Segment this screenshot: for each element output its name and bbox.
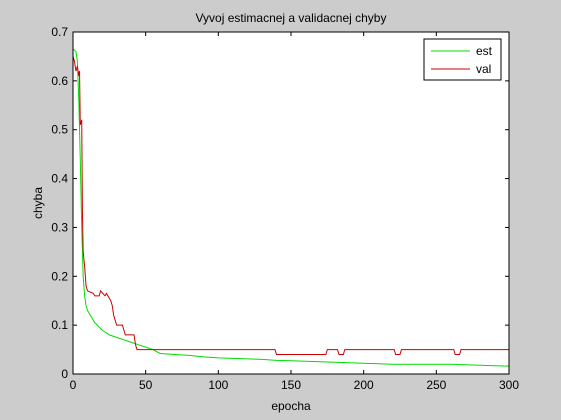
x-tick-label: 50 bbox=[139, 378, 153, 392]
y-tick-label: 0.7 bbox=[51, 25, 68, 39]
ticks-layer: 0 50 100 150 200 250 300 0 0.1 0.2 0.3 0.4 0.5 0.6 0.7 bbox=[51, 25, 519, 392]
x-tick-label: 300 bbox=[499, 378, 519, 392]
y-tick-label: 0.4 bbox=[51, 172, 68, 186]
x-tick-label: 150 bbox=[281, 378, 301, 392]
x-tick-label: 250 bbox=[426, 378, 446, 392]
legend-label-val: val bbox=[476, 62, 491, 76]
y-tick-label: 0.3 bbox=[51, 220, 68, 234]
y-tick-label: 0.6 bbox=[51, 74, 68, 88]
x-tick-label: 0 bbox=[70, 378, 77, 392]
y-tick-label: 0.1 bbox=[51, 318, 68, 332]
legend: est val bbox=[423, 38, 502, 81]
y-tick-label: 0.5 bbox=[51, 123, 68, 137]
series-line-est bbox=[72, 48, 510, 367]
legend-label-est: est bbox=[476, 44, 493, 58]
y-axis-label: chyba bbox=[31, 187, 45, 219]
x-axis-label: epocha bbox=[271, 399, 311, 413]
y-tick-label: 0 bbox=[61, 367, 68, 381]
plot-area bbox=[73, 32, 509, 374]
x-tick-label: 200 bbox=[354, 378, 374, 392]
legend-box bbox=[423, 38, 502, 81]
series-line-val bbox=[72, 56, 509, 355]
y-tick-label: 0.2 bbox=[51, 269, 68, 283]
chart-title: Vyvoj estimacnej a validacnej chyby bbox=[196, 11, 387, 25]
series-layer bbox=[72, 48, 510, 367]
x-tick-label: 100 bbox=[208, 378, 228, 392]
